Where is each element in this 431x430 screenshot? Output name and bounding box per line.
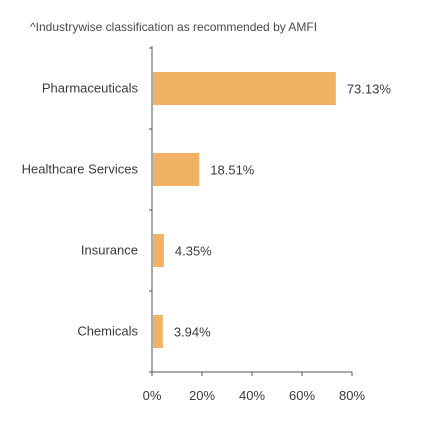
x-tick-label: 20% — [189, 388, 215, 403]
x-tick-label: 80% — [339, 388, 365, 403]
bar — [153, 315, 163, 348]
x-tick-labels: 0% 20% 40% 60% 80% — [143, 388, 366, 403]
x-tick-label: 60% — [289, 388, 315, 403]
bars-group — [153, 72, 336, 348]
value-label: 18.51% — [210, 163, 255, 178]
axes-group — [149, 46, 353, 376]
category-label: Healthcare Services — [22, 162, 139, 177]
value-labels: 73.13% 18.51% 4.35% 3.94% — [174, 82, 392, 340]
bar — [153, 234, 164, 267]
chart-footnote: ^Industrywise classification as recommen… — [30, 20, 318, 34]
category-label: Chemicals — [77, 324, 138, 339]
value-label: 3.94% — [174, 325, 211, 340]
x-tick-label: 0% — [143, 388, 162, 403]
category-label: Insurance — [81, 243, 138, 258]
category-label: Pharmaceuticals — [42, 81, 139, 96]
value-label: 4.35% — [175, 244, 212, 259]
bar — [153, 72, 336, 105]
category-labels: Pharmaceuticals Healthcare Services Insura… — [22, 81, 139, 339]
x-tick-label: 40% — [239, 388, 265, 403]
value-label: 73.13% — [347, 82, 392, 97]
bar — [153, 153, 200, 186]
